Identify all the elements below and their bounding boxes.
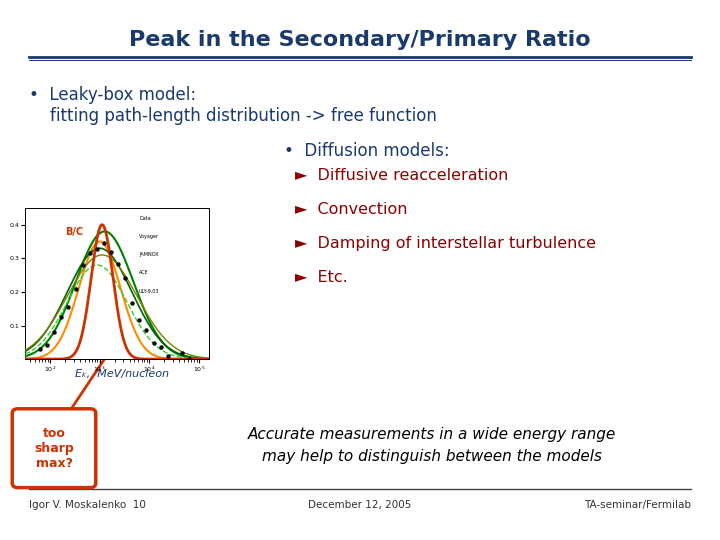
Text: Accurate measurements in a wide energy range: Accurate measurements in a wide energy r… [248, 427, 616, 442]
Point [98, 239, 109, 248]
FancyArrowPatch shape [70, 332, 122, 411]
Text: B/C: B/C [66, 227, 84, 237]
Point [169, 356, 181, 365]
Text: Peak in the Secondary/Primary Ratio: Peak in the Secondary/Primary Ratio [129, 30, 591, 51]
Point [77, 261, 89, 269]
Text: TA-seminar/Fermilab: TA-seminar/Fermilab [584, 500, 691, 510]
Text: ACE: ACE [139, 271, 149, 275]
Text: fitting path-length distribution -> free function: fitting path-length distribution -> free… [29, 107, 436, 125]
Point [176, 348, 188, 357]
Text: Data: Data [139, 216, 150, 221]
Text: ►  Diffusive reacceleration: ► Diffusive reacceleration [295, 168, 508, 183]
Text: ►  Convection: ► Convection [295, 202, 408, 217]
Point [183, 355, 194, 363]
Point [84, 249, 96, 258]
Point [105, 248, 117, 256]
Text: •  Leaky-box model:: • Leaky-box model: [29, 85, 196, 104]
Point [91, 244, 102, 253]
Point [155, 342, 166, 351]
Text: Igor V. Moskalenko  10: Igor V. Moskalenko 10 [29, 500, 145, 510]
Point [42, 340, 53, 349]
Point [70, 285, 81, 293]
Text: Eₖ,  MeV/nucleon: Eₖ, MeV/nucleon [76, 369, 169, 379]
Point [120, 274, 131, 282]
Point [112, 260, 124, 269]
FancyBboxPatch shape [12, 409, 96, 488]
Point [134, 315, 145, 324]
Text: may help to distinguish between the models: may help to distinguish between the mode… [262, 449, 602, 464]
Text: ►  Damping of interstellar turbulence: ► Damping of interstellar turbulence [295, 236, 596, 251]
Point [63, 302, 74, 311]
Text: ULY-9.03: ULY-9.03 [139, 288, 160, 294]
Text: Voyager: Voyager [139, 234, 159, 239]
Point [140, 326, 152, 335]
Text: too
sharp
max?: too sharp max? [34, 427, 74, 470]
Point [48, 328, 60, 336]
Text: JAMNOX: JAMNOX [139, 252, 158, 257]
Text: •  Diffusion models:: • Diffusion models: [284, 142, 450, 160]
Text: ►  Etc.: ► Etc. [295, 270, 348, 285]
Point [35, 345, 46, 353]
Point [162, 352, 174, 360]
Point [127, 299, 138, 308]
Point [148, 339, 159, 347]
Point [55, 312, 67, 321]
Text: December 12, 2005: December 12, 2005 [308, 500, 412, 510]
